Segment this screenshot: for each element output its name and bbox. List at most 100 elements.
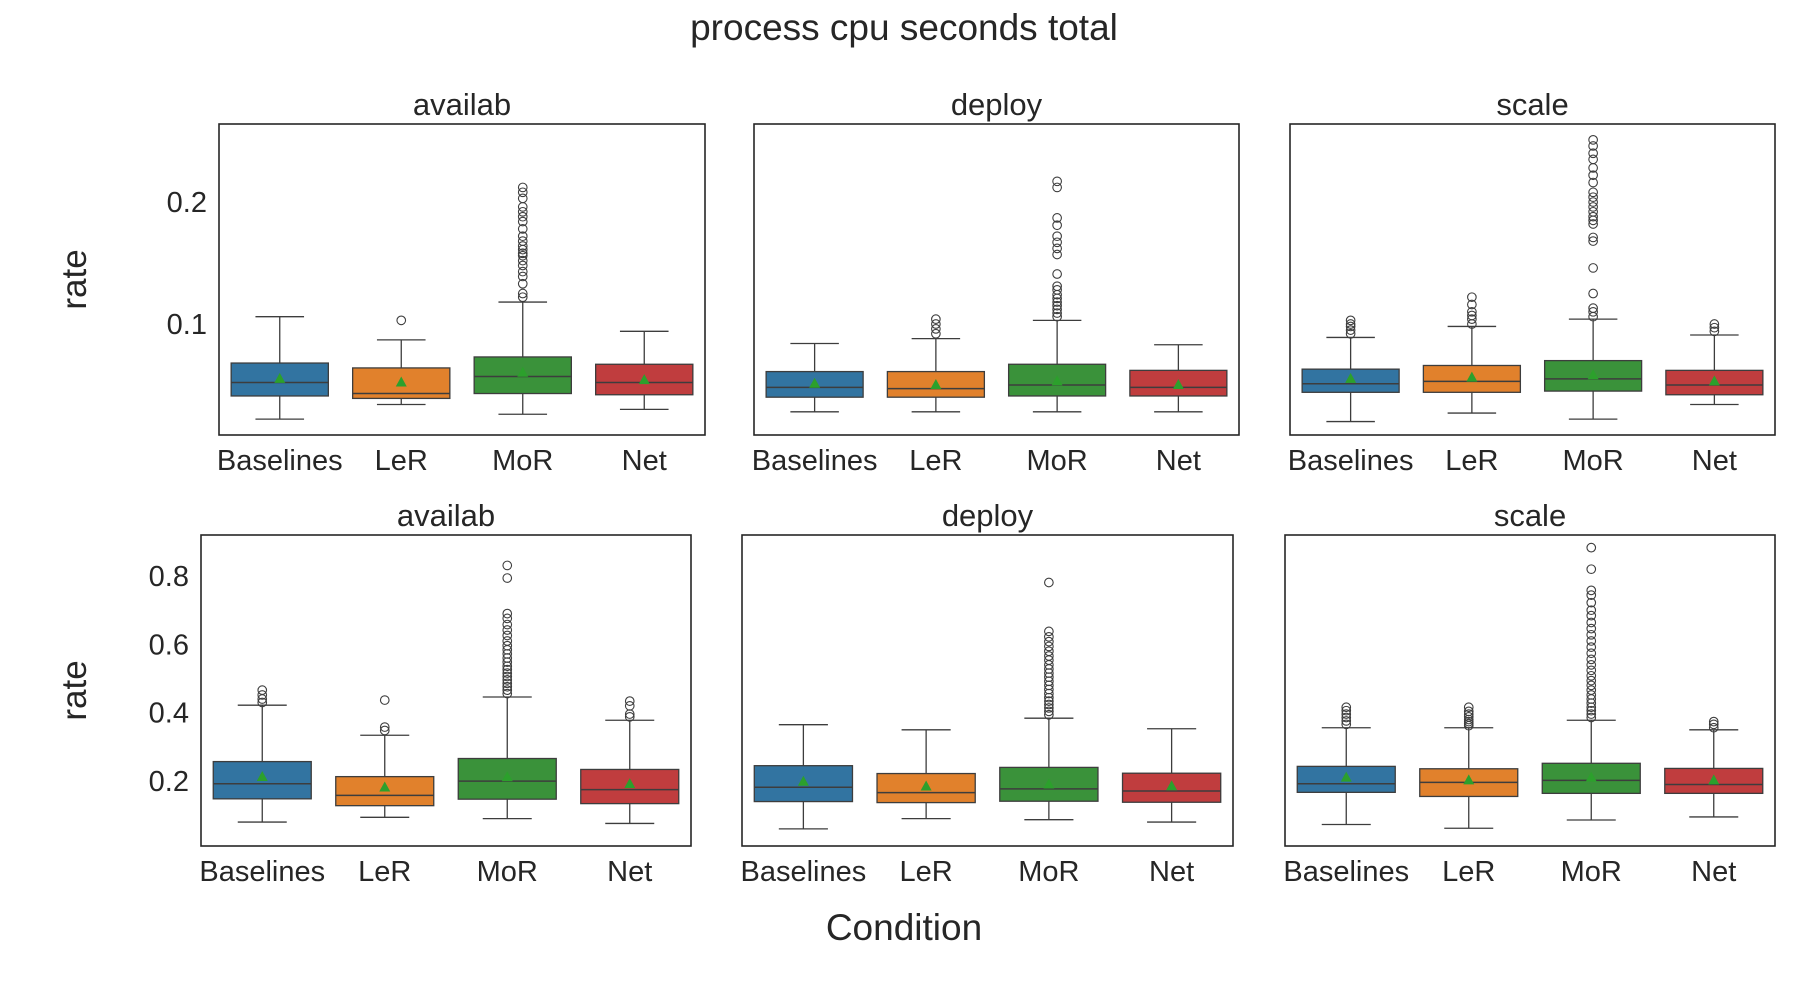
x-tick-label: LeR bbox=[375, 445, 428, 477]
outlier-point bbox=[517, 211, 528, 222]
mean-marker bbox=[1345, 372, 1357, 383]
outlier-point bbox=[1586, 665, 1597, 676]
outlier-point bbox=[517, 255, 528, 266]
outlier-point bbox=[931, 314, 941, 324]
outlier-point bbox=[1709, 326, 1720, 337]
subplot-title: scale bbox=[1494, 498, 1566, 533]
subplot-title: deploy bbox=[951, 87, 1043, 122]
box-baselines bbox=[753, 724, 854, 830]
mean-marker bbox=[1043, 778, 1055, 789]
outlier-point bbox=[1052, 281, 1062, 292]
box-net bbox=[580, 696, 680, 825]
mean-marker bbox=[809, 377, 821, 388]
mean-marker bbox=[624, 778, 636, 789]
outlier-point bbox=[517, 193, 528, 204]
outlier-point bbox=[1708, 722, 1719, 733]
box-net bbox=[595, 330, 694, 411]
outlier-point bbox=[931, 324, 941, 334]
outlier-point bbox=[502, 688, 513, 699]
mean-marker bbox=[1463, 774, 1475, 785]
outlier-point bbox=[624, 696, 635, 706]
mean-marker bbox=[501, 771, 513, 782]
outlier-point bbox=[624, 701, 635, 711]
outlier-point bbox=[1044, 651, 1054, 661]
x-tick-label: MoR bbox=[1018, 856, 1079, 888]
outlier-point bbox=[1044, 641, 1054, 652]
box-net bbox=[1664, 716, 1764, 818]
outlier-point bbox=[1588, 206, 1598, 217]
x-tick-label: Net bbox=[1156, 445, 1201, 477]
outlier-point bbox=[1709, 322, 1720, 333]
outlier-point bbox=[517, 288, 528, 299]
outlier-point bbox=[1052, 297, 1062, 307]
outlier-point bbox=[517, 224, 528, 234]
outlier-point bbox=[502, 664, 513, 675]
outlier-point bbox=[1586, 585, 1597, 596]
x-tick-label: MoR bbox=[477, 856, 538, 888]
box-mor bbox=[473, 182, 572, 415]
outlier-point bbox=[1586, 680, 1597, 691]
outlier-point bbox=[502, 608, 513, 619]
y-axis-label: rate bbox=[55, 249, 94, 309]
outlier-point bbox=[1044, 636, 1054, 647]
y-tick-label: 0.2 bbox=[167, 187, 207, 219]
x-tick-label: MoR bbox=[1563, 445, 1624, 477]
outlier-point bbox=[1586, 629, 1597, 640]
mean-marker bbox=[1587, 369, 1599, 380]
mean-marker bbox=[1166, 780, 1178, 791]
box-net bbox=[1665, 319, 1764, 406]
outlier-point bbox=[1345, 315, 1356, 326]
outlier-point bbox=[502, 573, 513, 583]
outlier-point bbox=[1586, 636, 1597, 646]
outlier-point bbox=[1052, 311, 1062, 322]
subplot-title: availab bbox=[413, 87, 511, 122]
outlier-point bbox=[1052, 308, 1062, 318]
mean-marker bbox=[395, 376, 407, 387]
outlier-point bbox=[502, 681, 513, 692]
x-tick-label: Net bbox=[622, 445, 667, 477]
x-tick-label: MoR bbox=[492, 445, 553, 477]
outlier-point bbox=[1586, 642, 1597, 652]
outlier-point bbox=[502, 619, 513, 630]
outlier-point bbox=[624, 711, 635, 722]
outlier-point bbox=[379, 722, 390, 732]
outlier-point bbox=[1345, 328, 1356, 339]
outlier-point bbox=[1588, 187, 1598, 198]
axes-frame bbox=[200, 534, 692, 847]
outlier-point bbox=[1586, 564, 1597, 575]
outlier-point bbox=[1586, 542, 1597, 553]
outlier-point bbox=[517, 182, 528, 193]
y-tick-label: 0.1 bbox=[167, 309, 207, 341]
outlier-point bbox=[1588, 197, 1598, 207]
outlier-point bbox=[517, 187, 528, 198]
mean-marker bbox=[274, 372, 286, 383]
outlier-point bbox=[1586, 623, 1597, 634]
axes-frame bbox=[753, 123, 1240, 436]
outlier-point bbox=[1341, 712, 1352, 723]
outlier-point bbox=[1044, 696, 1054, 706]
outlier-point bbox=[1044, 703, 1054, 713]
box-iqr bbox=[595, 363, 694, 396]
outlier-point bbox=[257, 697, 268, 708]
subplot-availab-row1: availab rate 0.2 0.4 0.6 0.8 Baselines LeR MoR Ne… bbox=[55, 498, 692, 888]
outlier-point bbox=[1588, 154, 1598, 165]
x-tick-label: Net bbox=[607, 856, 652, 888]
outlier-point bbox=[517, 250, 528, 261]
box-baselines bbox=[212, 685, 312, 823]
outlier-point bbox=[1463, 706, 1474, 717]
outlier-point bbox=[1586, 709, 1597, 719]
outlier-point bbox=[1586, 597, 1597, 608]
y-axis-label: rate bbox=[55, 660, 94, 720]
x-tick-label: Baselines bbox=[1283, 856, 1409, 888]
box-iqr bbox=[1296, 765, 1396, 793]
outlier-point bbox=[502, 685, 513, 696]
x-tick-label: Net bbox=[1692, 445, 1737, 477]
mean-marker bbox=[930, 378, 942, 389]
box-ler bbox=[876, 729, 976, 820]
outlier-point bbox=[1586, 590, 1597, 600]
outlier-point bbox=[1588, 232, 1598, 243]
outlier-point bbox=[502, 613, 513, 624]
outlier-point bbox=[1709, 319, 1720, 329]
box-ler bbox=[335, 695, 435, 818]
